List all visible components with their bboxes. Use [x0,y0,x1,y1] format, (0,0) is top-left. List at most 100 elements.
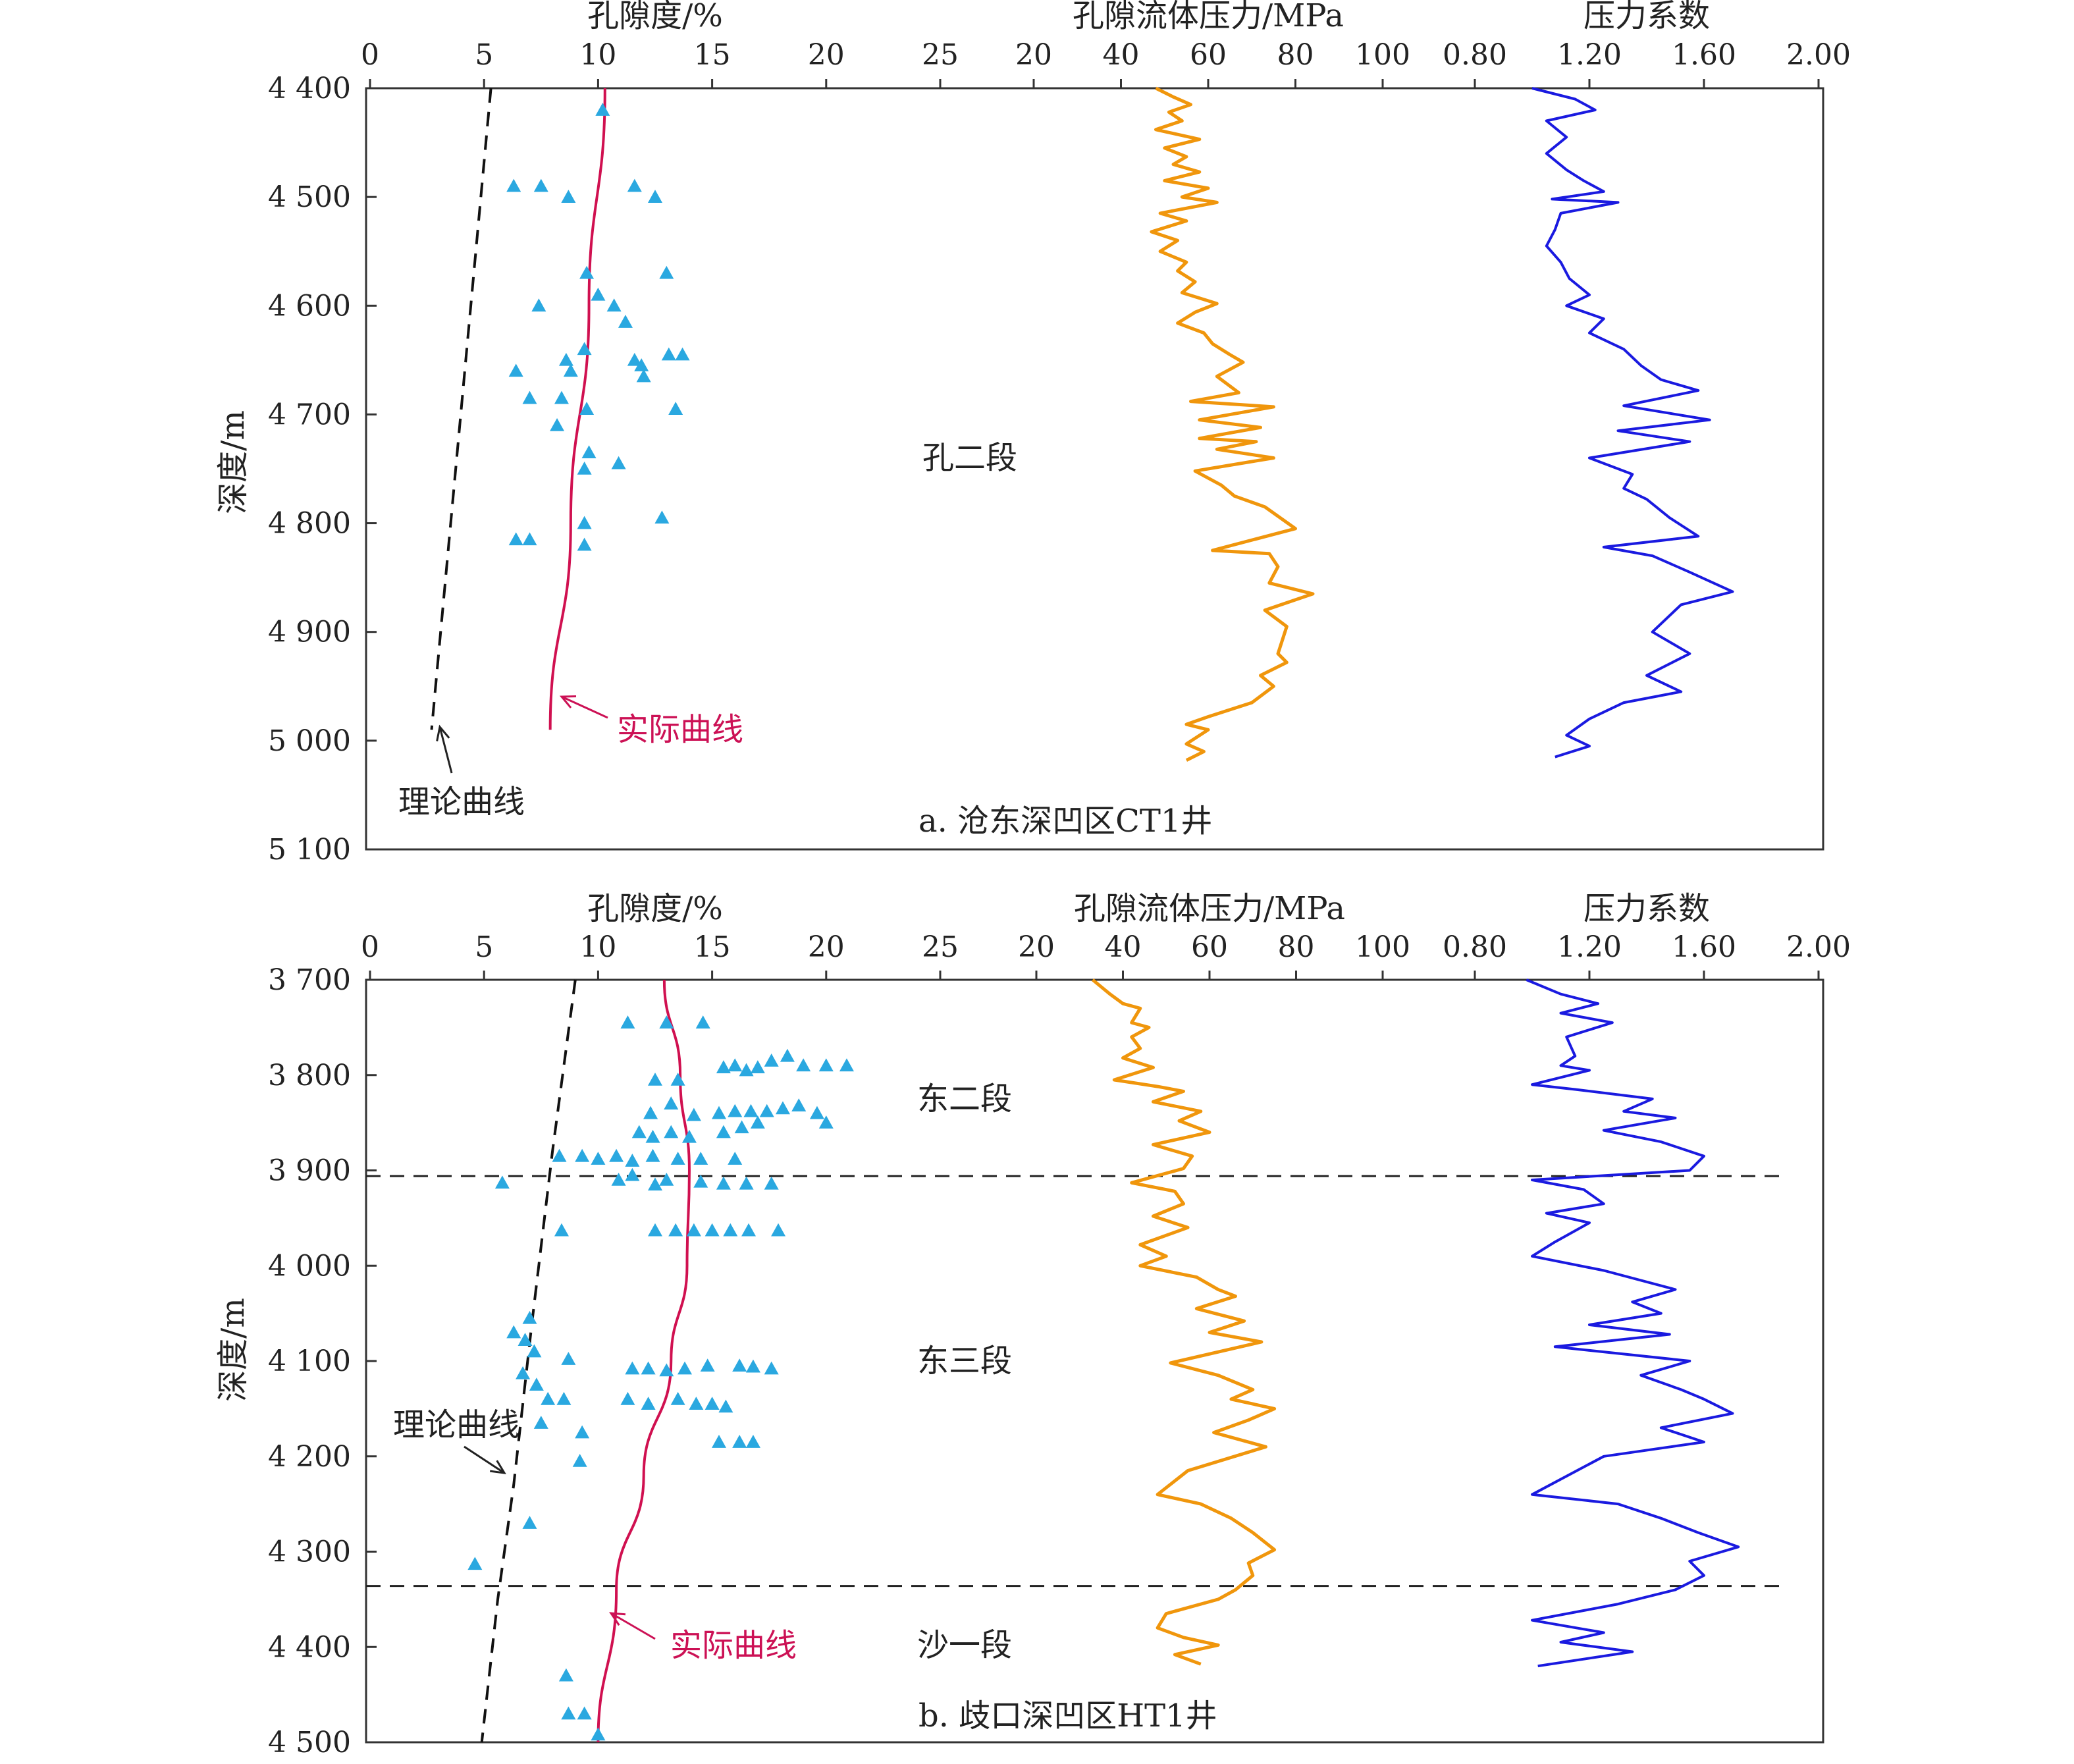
porosity-point [506,178,521,192]
porosity-point [581,445,597,459]
porosity-point [700,1358,715,1372]
annotation-arrowhead [559,695,577,708]
porosity-point [716,1176,731,1190]
porosity-point [625,1154,640,1167]
track-tick-label: 1.20 [1557,930,1622,964]
porosity-point [558,352,573,366]
pore-pressure-curve [1150,86,1315,762]
porosity-point [764,1176,779,1190]
porosity-point [620,1015,635,1029]
track-tick-label: 0.80 [1443,38,1507,72]
porosity-point [508,532,523,546]
porosity-point [775,1101,790,1115]
track-tick-label: 20 [1015,38,1052,72]
track-tick-label: 10 [579,38,616,72]
track-title: 孔隙流体压力/MPa [1073,0,1344,34]
track-tick-label: 2.00 [1786,38,1851,72]
depth-tick-label: 4 400 [268,72,351,105]
porosity-point [561,1352,576,1365]
porosity-point [693,1174,708,1188]
depth-tick-label: 4 200 [268,1440,351,1474]
porosity-point [641,1361,656,1375]
porosity-point [554,1223,569,1237]
porosity-point [780,1048,795,1062]
porosity-point [558,1668,573,1682]
porosity-point [648,1072,662,1086]
annotation-arrowhead [609,1612,626,1626]
porosity-point [659,1172,674,1186]
porosity-point [627,178,642,192]
depth-tick-label: 4 900 [268,616,351,649]
track-tick-label: 1.60 [1672,930,1736,964]
annotation-arrow [464,1445,505,1474]
track-tick-label: 10 [579,930,616,964]
theoretical-curve [480,979,577,1743]
porosity-point [809,1106,824,1119]
porosity-point [611,1172,626,1186]
track-tick-label: 5 [475,38,493,72]
porosity-point [728,1152,743,1165]
depth-tick-label: 4 700 [268,398,351,431]
porosity-point [745,1359,760,1373]
porosity-point [554,390,569,404]
track-tick-label: 1.20 [1557,38,1622,72]
track-tick-label: 80 [1278,930,1315,964]
depth-tick-label: 3 700 [268,963,351,997]
porosity-point [643,1106,658,1119]
pore-pressure-curve [1091,978,1277,1666]
porosity-point [556,1391,572,1405]
porosity-point [625,1167,640,1181]
track-tick-label: 80 [1277,38,1314,72]
porosity-point [686,1223,701,1237]
porosity-point [734,1120,749,1134]
porosity-point [467,1557,483,1570]
track-tick-label: 40 [1103,38,1140,72]
porosity-point [577,516,592,529]
porosity-point [618,315,633,328]
track-tick-label: 100 [1355,930,1410,964]
porosity-point [681,1129,697,1143]
porosity-point [659,265,674,279]
porosity-point [563,363,578,377]
porosity-point [678,1361,693,1375]
depth-tick-label: 4 400 [268,1630,351,1664]
porosity-point [641,1397,656,1410]
depth-tick-label: 4 500 [268,1726,351,1759]
porosity-point [516,1366,531,1379]
porosity-point [579,265,595,279]
annotation-label: 理论曲线 [393,1406,519,1443]
annotation-label: 理论曲线 [398,784,525,820]
porosity-point [664,1096,679,1109]
porosity-point [818,1058,834,1072]
porosity-point [716,1125,731,1138]
track-title: 压力系数 [1583,0,1710,34]
porosity-point [648,190,662,203]
depth-tick-label: 5 100 [268,833,351,867]
track-title: 孔隙度/% [587,0,723,34]
porosity-point [561,1706,576,1720]
porosity-point [654,510,670,524]
annotation-arrow [610,1612,656,1640]
porosity-point [522,532,537,546]
porosity-point [745,1435,760,1448]
porosity-point [541,1391,556,1405]
depth-tick-label: 4 800 [268,507,351,541]
porosity-point [670,1152,685,1165]
porosity-point [705,1397,720,1410]
depth-tick-label: 4 300 [268,1536,351,1569]
porosity-point [591,1727,606,1741]
porosity-point [636,369,651,383]
porosity-point [661,347,676,361]
porosity-point [533,178,548,192]
porosity-point [579,402,595,415]
porosity-point [796,1058,811,1072]
porosity-point [743,1104,758,1117]
track-tick-label: 0 [361,930,379,964]
porosity-point [711,1106,726,1119]
porosity-point [689,1397,704,1410]
depth-tick-label: 4 600 [268,289,351,323]
porosity-point [648,1177,662,1191]
track-tick-label: 60 [1191,930,1228,964]
porosity-point [739,1063,754,1077]
